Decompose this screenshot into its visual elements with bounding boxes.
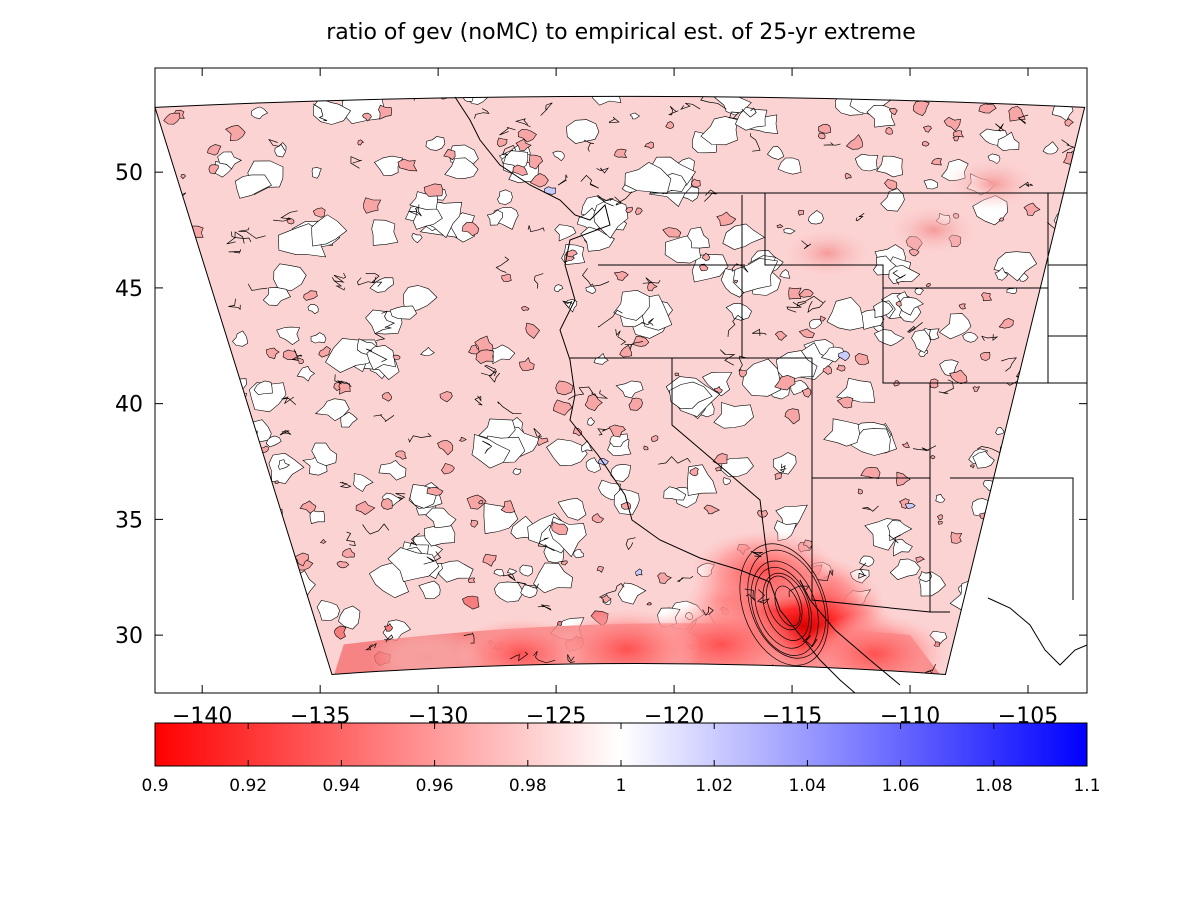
gulf-coast — [799, 579, 901, 686]
state-line-mt — [764, 193, 1048, 289]
colorbar-tick-label: 0.94 — [322, 776, 360, 796]
state-line-az — [811, 478, 931, 613]
baja-coast — [769, 581, 856, 694]
state-line-nm — [950, 477, 1074, 600]
colorbar-tick-label: 0.92 — [229, 776, 267, 796]
state-line-wy — [882, 288, 1087, 384]
colorbar-tick-label: 1.08 — [975, 776, 1013, 796]
colorbar-tick-label: 1.1 — [1073, 776, 1100, 796]
map-boundaries — [454, 96, 1088, 694]
domain-outline — [154, 95, 1086, 676]
y-tick-label: 30 — [115, 624, 143, 649]
colorbar-tick-label: 1.04 — [788, 776, 826, 796]
y-tick-label: 35 — [115, 508, 143, 533]
y-tick-label: 50 — [115, 161, 143, 186]
y-tick-label: 45 — [115, 277, 143, 302]
chart-title: ratio of gev (noMC) to empirical est. of… — [326, 20, 916, 45]
colorbar-ticks: 0.9 0.92 0.94 0.96 0.98 1 1.02 1.04 1.06 1.08 1.1 — [141, 723, 1101, 796]
mexico-border — [987, 597, 1088, 666]
y-tick-label: 40 — [115, 393, 143, 418]
blue-patches — [544, 186, 916, 577]
colorbar-tick-label: 0.96 — [416, 776, 454, 796]
colorbar-tick-label: 1.02 — [695, 776, 733, 796]
colorbar — [154, 722, 1088, 767]
y-axis: 30 35 40 45 50 — [115, 161, 1087, 649]
coastline — [454, 96, 771, 583]
state-line-co — [929, 383, 950, 613]
state-line-nv — [671, 358, 771, 581]
colorbar-tick-label: 0.9 — [141, 776, 168, 796]
colorbar-tick-label: 1 — [616, 776, 627, 796]
colorbar-tick-label: 0.98 — [509, 776, 547, 796]
colorbar-tick-label: 1.06 — [882, 776, 920, 796]
